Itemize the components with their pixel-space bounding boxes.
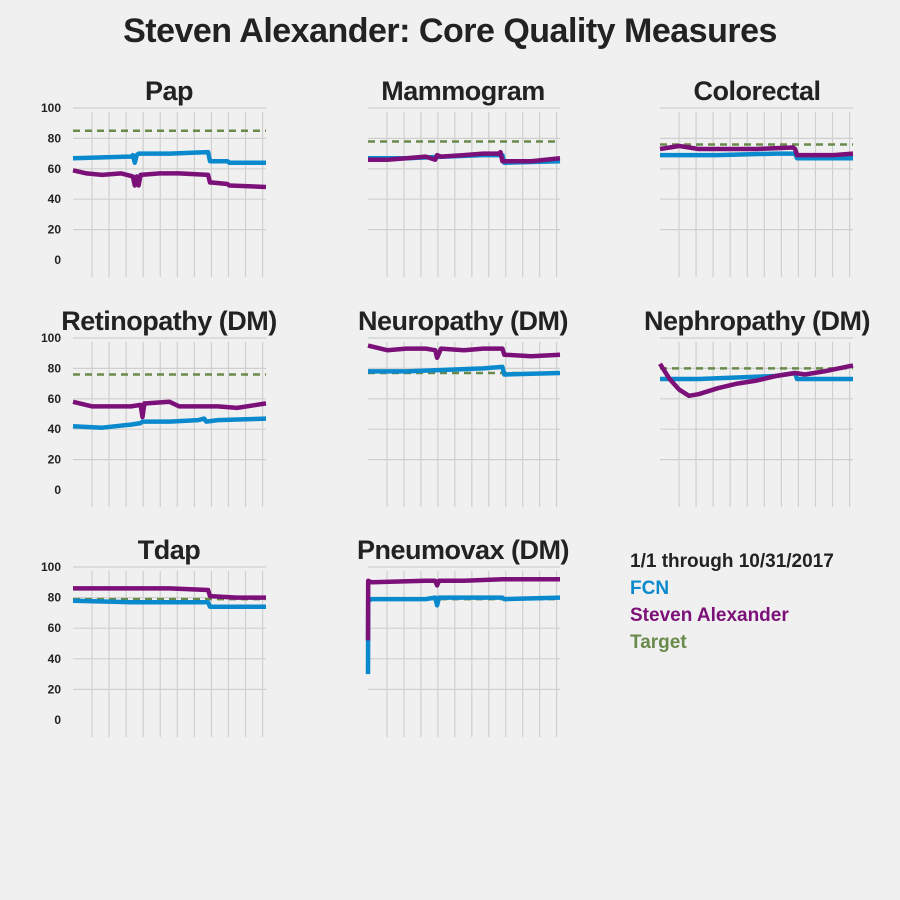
panel-pneumovax-dm: Pneumovax (DM) [357,535,570,737]
series-line-steven-alexander [365,576,560,641]
panel-pap: 0 20 40 60 80 100 Pap [41,76,267,277]
y-tick-label: 80 [48,131,62,145]
y-tick-label: 0 [54,253,61,267]
panel-title: Retinopathy (DM) [61,306,276,336]
series-line-fcn [72,149,266,165]
series-line-steven-alexander [368,149,561,164]
y-tick-label: 100 [41,101,61,115]
y-tick-label: 0 [54,713,61,727]
legend-item-provider: Steven Alexander [630,605,789,626]
series-line-steven-alexander [367,343,561,361]
legend: 1/1 through 10/31/2017 FCN Steven Alexan… [630,548,834,656]
series-line-steven-alexander [72,399,267,420]
series-line-fcn [365,595,561,675]
y-tick-label: 60 [48,392,62,406]
panel-tdap: 0 20 40 60 80 100 Tdap [41,535,266,737]
y-tick-label: 60 [48,621,62,635]
legend-item-fcn: FCN [630,578,670,599]
panel-title: Colorectal [693,76,820,106]
panel-nephropathy-dm: Nephropathy (DM) [644,306,870,507]
series-line-fcn [368,364,561,377]
y-tick-label: 40 [48,422,62,436]
series-line-fcn [660,370,853,382]
panel-title: Tdap [138,535,201,565]
y-tick-label: 40 [48,192,62,206]
y-tick-label: 20 [48,223,62,237]
legend-item-target: Target [630,632,687,653]
panel-colorectal: Colorectal [659,76,854,277]
panel-title: Mammogram [381,76,545,106]
y-tick-label: 20 [48,682,62,696]
y-tick-label: 100 [41,560,61,574]
panel-neuropathy-dm: Neuropathy (DM) [358,306,569,507]
panel-title: Neuropathy (DM) [358,306,568,336]
series-line-steven-alexander [72,168,267,190]
y-tick-label: 60 [48,162,62,176]
series-line-fcn [72,416,267,430]
chart-title: Steven Alexander: Core Quality Measures [123,12,777,50]
y-tick-label: 80 [48,591,62,605]
panel-title: Pneumovax (DM) [357,535,569,565]
y-tick-label: 20 [48,453,62,467]
y-tick-label: 100 [41,331,61,345]
panel-mammogram: Mammogram [368,76,561,277]
series-line-fcn [660,151,853,161]
y-tick-label: 80 [48,361,62,375]
legend-period: 1/1 through 10/31/2017 [630,551,834,572]
series-line-steven-alexander [658,362,854,399]
series-line-steven-alexander [659,143,854,158]
panel-title: Nephropathy (DM) [644,306,870,336]
series-line-fcn [72,598,266,610]
panel-title: Pap [145,76,193,106]
series-line-steven-alexander [73,586,266,600]
y-tick-label: 40 [48,652,62,666]
y-tick-label: 0 [54,483,61,497]
